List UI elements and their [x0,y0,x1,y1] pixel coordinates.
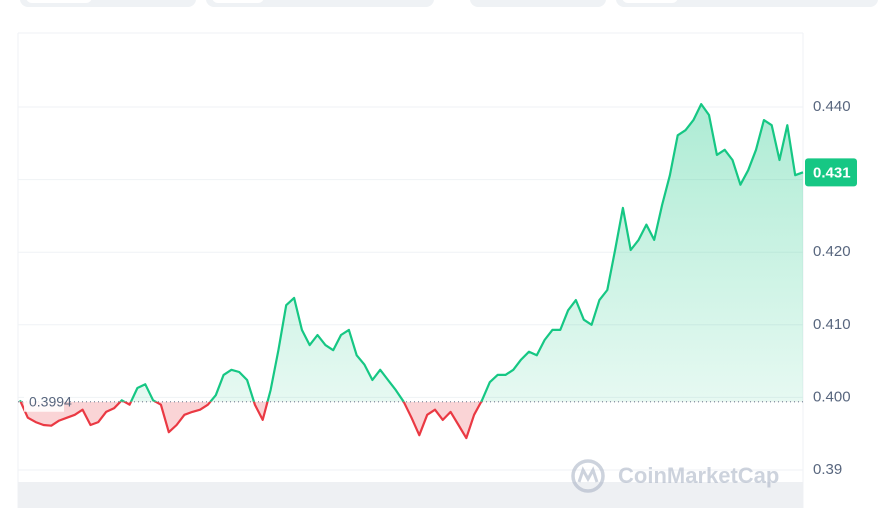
y-tick-label: 0.440 [813,98,851,115]
baseline-label: 0.3994 [29,393,72,409]
toolbar-button[interactable] [26,0,92,3]
y-tick-label: 0.410 [813,316,851,333]
watermark-logo [571,459,605,493]
y-tick-label: 0.420 [813,243,851,260]
watermark-logo [577,466,599,483]
price-line-down [19,401,483,440]
watermark: CoinMarketCap [571,459,779,493]
toolbar-group[interactable] [470,0,606,7]
volume-strip [18,482,803,508]
y-tick-label: 0.400 [813,388,851,405]
area-down [20,401,482,439]
current-price-label: 0.431 [813,164,851,181]
toolbar-button[interactable] [212,0,264,3]
watermark-text: CoinMarketCap [618,463,779,488]
price-line-up [18,103,804,402]
toolbar-button[interactable] [622,0,678,3]
area-up [20,104,803,402]
current-price-badge [805,158,857,187]
toolbar-group[interactable] [616,0,878,7]
baseline-label-bg [24,391,64,412]
toolbar-group[interactable] [206,0,434,7]
y-tick-label: 0.39 [813,461,842,478]
